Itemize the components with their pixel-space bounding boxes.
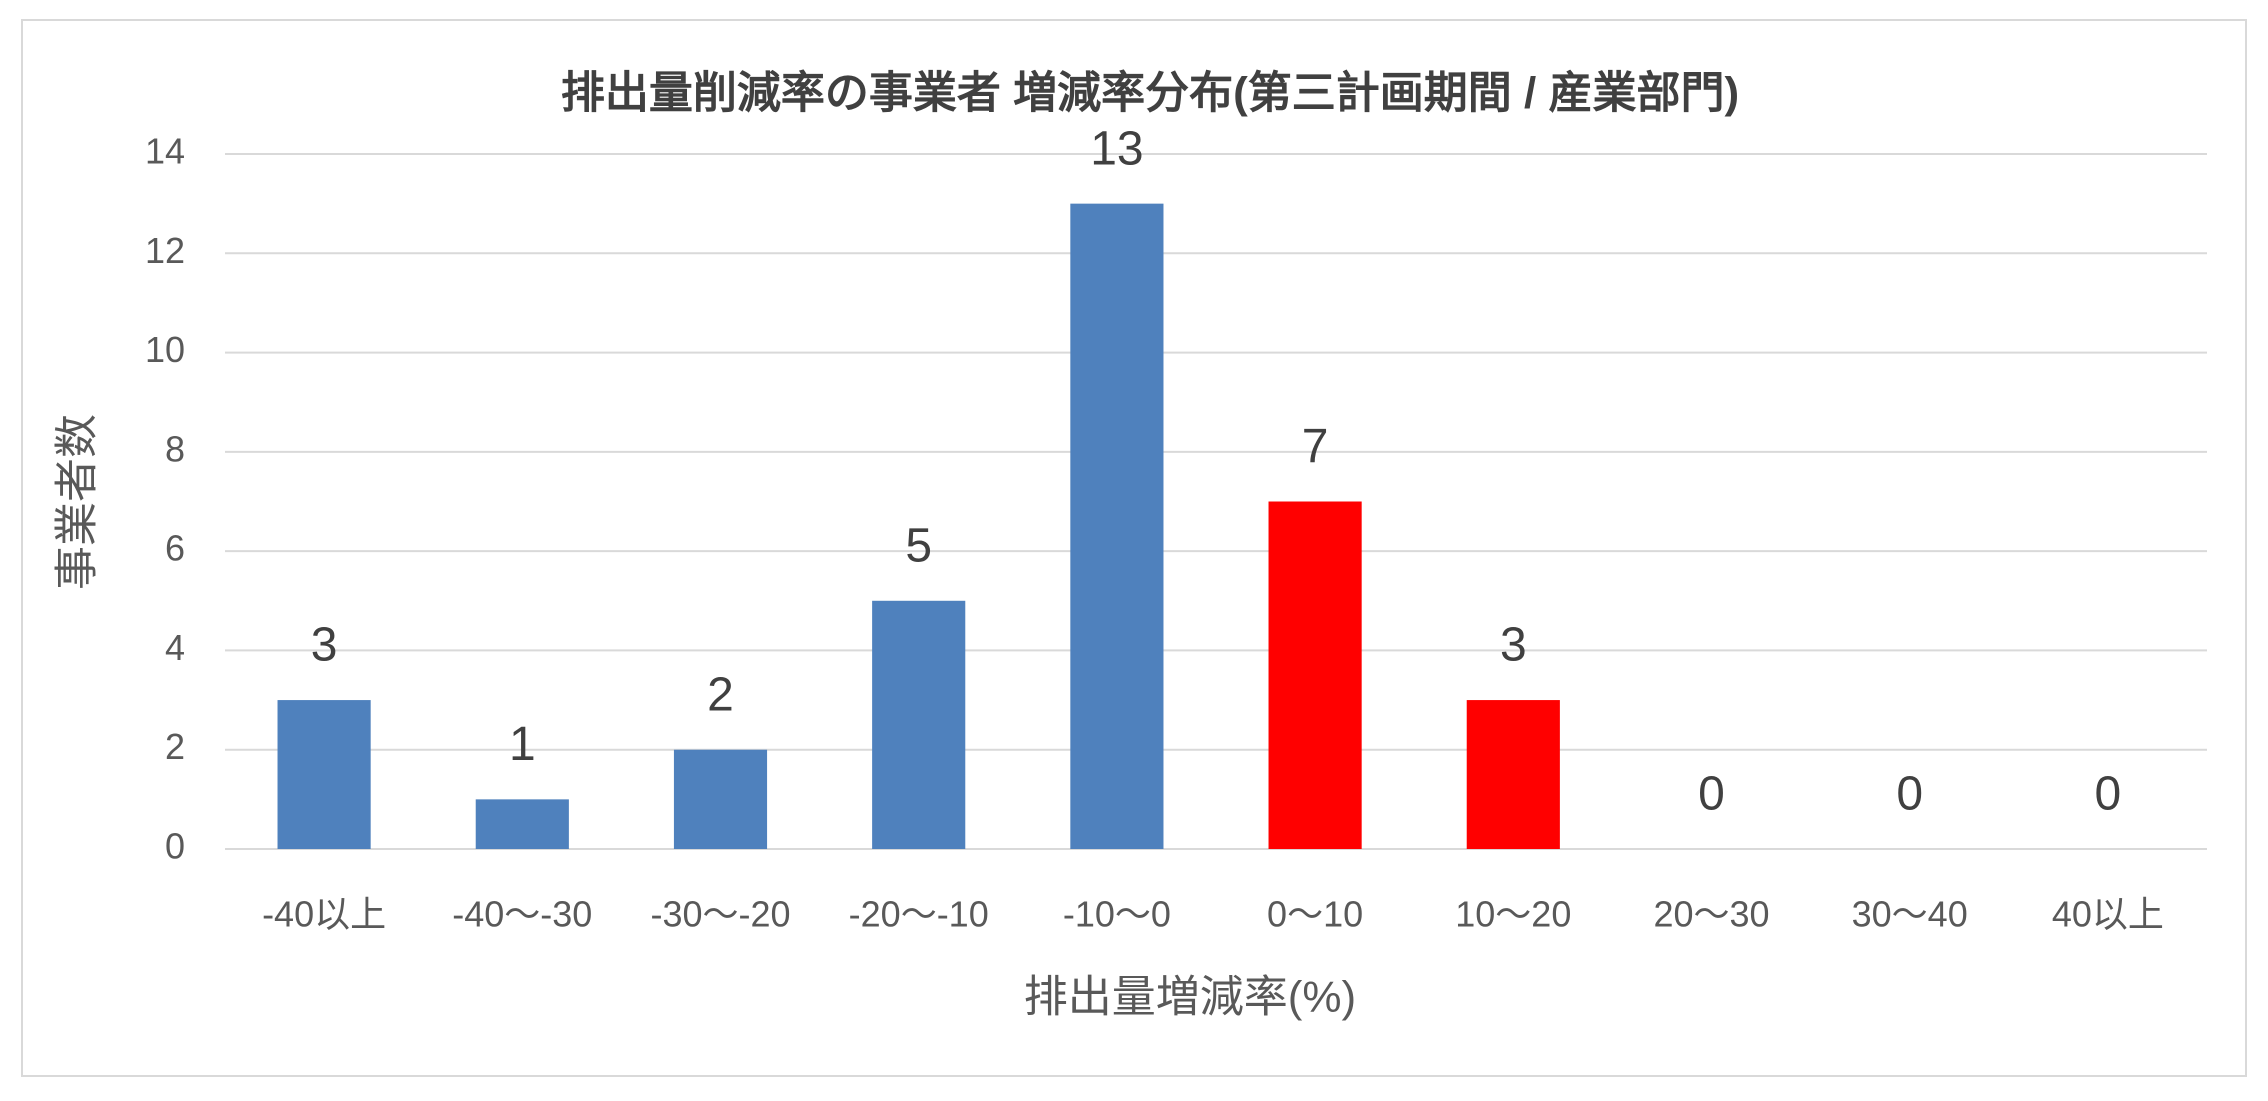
y-tick-label: 0 (165, 826, 185, 867)
data-label: 0 (1698, 768, 1725, 821)
data-label: 0 (1896, 768, 1923, 821)
data-label: 7 (1302, 420, 1329, 473)
bar (673, 749, 768, 849)
data-label: 3 (311, 619, 338, 672)
y-tick-label: 10 (145, 329, 185, 370)
bar (1070, 203, 1164, 850)
y-axis-title: 事業者数 (53, 414, 102, 590)
bar (475, 799, 569, 849)
data-label: 13 (1090, 122, 1143, 175)
bar (1466, 700, 1560, 849)
x-tick-label: -40〜-30 (452, 894, 592, 935)
y-tick-label: 14 (145, 131, 185, 172)
bar (1268, 501, 1362, 849)
x-tick-label: -30〜-20 (650, 894, 790, 935)
x-tick-label: 10〜20 (1455, 894, 1571, 935)
data-label: 0 (2095, 768, 2122, 821)
x-tick-label: 40以上 (2052, 894, 2164, 935)
bar (872, 600, 966, 849)
y-tick-label: 8 (165, 428, 185, 469)
x-tick-label: -40以上 (262, 894, 386, 935)
data-label: 3 (1500, 619, 1527, 672)
chart-title: 排出量削減率の事業者 増減率分布(第三計画期間 / 産業部門) (561, 69, 1739, 118)
bar (277, 700, 371, 849)
x-axis-title: 排出量増減率(%) (1024, 973, 1356, 1022)
x-tick-label: 0〜10 (1267, 894, 1363, 935)
y-tick-label: 4 (165, 627, 185, 668)
y-tick-label: 2 (165, 726, 185, 767)
x-tick-label: -20〜-10 (849, 894, 989, 935)
x-tick-label: 20〜30 (1653, 894, 1769, 935)
x-tick-label: -10〜0 (1063, 894, 1171, 935)
data-label: 5 (905, 519, 932, 572)
data-label: 2 (707, 668, 734, 721)
data-label: 1 (509, 718, 536, 771)
x-tick-label: 30〜40 (1852, 894, 1968, 935)
y-tick-label: 6 (165, 528, 185, 569)
y-tick-label: 12 (145, 230, 185, 271)
